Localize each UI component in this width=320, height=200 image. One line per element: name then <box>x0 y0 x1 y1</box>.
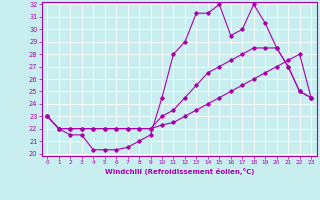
X-axis label: Windchill (Refroidissement éolien,°C): Windchill (Refroidissement éolien,°C) <box>105 168 254 175</box>
